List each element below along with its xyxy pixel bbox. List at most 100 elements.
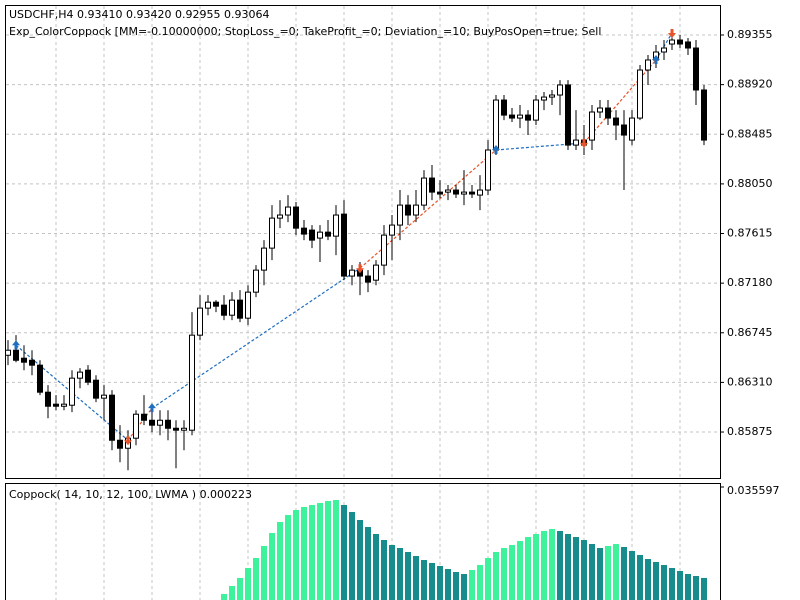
histogram-bar <box>485 557 491 600</box>
histogram-bar <box>509 544 515 600</box>
candle-body <box>133 413 139 439</box>
signal-arrow <box>148 403 156 413</box>
candle-body <box>309 229 315 241</box>
histogram-bar <box>381 540 387 600</box>
candle-body <box>637 69 643 119</box>
histogram-bar <box>341 504 347 600</box>
candle-body <box>61 403 67 407</box>
histogram-bar <box>645 558 651 600</box>
y-tick-label: 0.035597 <box>727 484 780 497</box>
histogram-bar <box>453 572 459 600</box>
y-tick-label: 0.88050 <box>727 177 773 190</box>
histogram-bar <box>221 594 227 600</box>
candle-body <box>685 41 691 49</box>
signal-arrow <box>356 264 364 274</box>
candle-body <box>37 364 43 393</box>
histogram-bar <box>661 564 667 600</box>
histogram-bar <box>501 547 507 600</box>
candle-body <box>157 419 163 426</box>
candle-body <box>93 379 99 399</box>
histogram-bar <box>285 515 291 600</box>
candle-body <box>77 371 83 379</box>
histogram-bar <box>701 577 707 600</box>
histogram-bar <box>245 567 251 600</box>
histogram-bar <box>389 544 395 600</box>
histogram-bar <box>445 568 451 600</box>
histogram-bar <box>421 560 427 600</box>
candle-body <box>325 231 331 237</box>
candle-body <box>573 139 579 146</box>
candle-body <box>285 206 291 216</box>
histogram-bar <box>597 547 603 600</box>
price-axis: 0.89355 0.88920 0.88485 0.88050 0.87615 0.871… <box>720 28 780 497</box>
candle-body <box>597 107 603 113</box>
trade-line <box>151 267 361 409</box>
candle-body <box>85 369 91 383</box>
histogram-bar <box>429 563 435 600</box>
candle-body <box>269 217 275 249</box>
candle-body <box>485 149 491 191</box>
signal-arrow <box>492 145 500 155</box>
trade-line <box>127 407 153 441</box>
candle-body <box>245 291 251 319</box>
candle-body <box>29 359 35 366</box>
candle-body <box>613 117 619 126</box>
candle-body <box>381 234 387 266</box>
chart-subtitle: Exp_ColorCoppock [MM=-0.10000000; StopLo… <box>9 25 601 38</box>
histogram-bar <box>541 531 547 600</box>
candle-body <box>461 191 467 195</box>
candle-body <box>341 213 347 277</box>
candle-body <box>453 189 459 195</box>
candle-body <box>525 114 531 121</box>
candle-body <box>397 204 403 226</box>
histogram-bar <box>477 564 483 600</box>
candle-body <box>501 99 507 116</box>
candle-body <box>173 427 179 431</box>
candle-body <box>349 269 355 277</box>
candle-body <box>565 84 571 146</box>
histogram-bar <box>333 500 339 600</box>
candle-body <box>213 301 219 307</box>
candle-body <box>645 59 651 71</box>
candle-body <box>261 247 267 271</box>
histogram-bar <box>325 501 331 600</box>
candle-body <box>469 191 475 195</box>
candle-body <box>117 439 123 449</box>
candle-body <box>493 99 499 151</box>
histogram-bar <box>253 557 259 600</box>
candle-body <box>53 403 59 407</box>
candle-body <box>421 177 427 206</box>
candle-body <box>621 124 627 136</box>
histogram-bar <box>637 555 643 600</box>
candle-body <box>701 89 707 141</box>
y-tick-label: 0.86310 <box>727 375 773 388</box>
candle-body <box>533 99 539 121</box>
histogram-bar <box>405 552 411 600</box>
candle-body <box>253 269 259 293</box>
histogram-bar <box>373 534 379 600</box>
histogram-bar <box>653 562 659 600</box>
histogram-bar <box>269 533 275 600</box>
candle-body <box>141 413 147 421</box>
candle-body <box>509 114 515 119</box>
candle-body <box>181 427 187 431</box>
candle-body <box>429 177 435 193</box>
y-tick-label: 0.89355 <box>727 28 773 41</box>
histogram-bar <box>533 534 539 600</box>
candle-body <box>45 391 51 407</box>
chart-title: USDCHF,H4 0.93410 0.93420 0.92955 0.9306… <box>9 8 270 21</box>
candle-body <box>333 214 339 237</box>
candle-body <box>197 307 203 336</box>
candle-body <box>13 349 19 361</box>
candle-body <box>205 301 211 309</box>
candle-body <box>661 47 667 53</box>
candle-body <box>557 84 563 96</box>
histogram-bar <box>437 565 443 600</box>
trade-line <box>583 59 657 144</box>
signal-arrow <box>124 436 132 446</box>
candle-body <box>237 299 243 319</box>
candle-body <box>629 117 635 141</box>
candle-body <box>549 94 555 98</box>
